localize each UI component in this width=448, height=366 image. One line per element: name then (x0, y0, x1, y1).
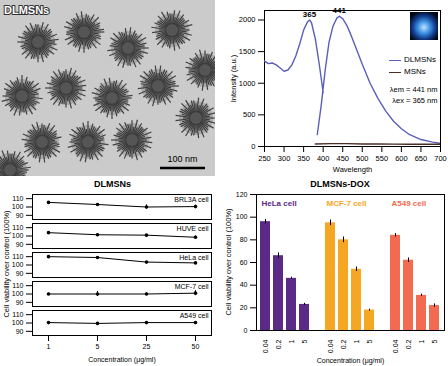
svg-text:110: 110 (12, 224, 23, 231)
svg-text:650: 650 (415, 154, 428, 163)
svg-text:60: 60 (240, 259, 248, 266)
svg-text:441: 441 (333, 6, 347, 15)
svg-text:250: 250 (258, 154, 271, 163)
svg-text:MCF-7 cell: MCF-7 cell (327, 199, 367, 208)
svg-text:1: 1 (418, 339, 425, 343)
svg-text:5: 5 (366, 339, 373, 343)
svg-text:BRL3A cell: BRL3A cell (174, 196, 209, 203)
svg-text:5: 5 (431, 339, 438, 343)
svg-text:500: 500 (356, 154, 369, 163)
svg-text:100: 100 (12, 261, 24, 268)
svg-text:110: 110 (12, 282, 23, 289)
svg-text:A549 cell: A549 cell (180, 312, 209, 319)
svg-text:400: 400 (317, 154, 330, 163)
svg-text:5: 5 (301, 339, 308, 343)
svg-text:λem = 441 nm: λem = 441 nm (390, 85, 438, 94)
svg-text:600: 600 (395, 154, 408, 163)
svg-text:1000: 1000 (239, 79, 256, 88)
svg-text:500: 500 (243, 110, 256, 119)
svg-text:1: 1 (47, 343, 51, 350)
svg-text:90: 90 (16, 328, 24, 335)
svg-text:1: 1 (353, 339, 360, 343)
svg-text:0.2: 0.2 (405, 339, 412, 349)
svg-text:20: 20 (240, 304, 248, 311)
svg-text:350: 350 (297, 154, 310, 163)
svg-text:2000: 2000 (239, 15, 256, 24)
svg-text:110: 110 (12, 311, 23, 318)
svg-text:Concentration (μg/ml): Concentration (μg/ml) (88, 356, 155, 364)
svg-text:90: 90 (16, 299, 24, 306)
svg-text:λex = 365 nm: λex = 365 nm (392, 96, 437, 105)
svg-text:300: 300 (278, 154, 291, 163)
html-text:DLMSNs-DOX: DLMSNs-DOX (310, 179, 370, 189)
svg-text:80: 80 (240, 236, 248, 243)
svg-text:100: 100 (12, 232, 24, 239)
svg-text:50: 50 (192, 343, 200, 350)
svg-text:1: 1 (288, 339, 295, 343)
svg-text:Concentration (μg/ml): Concentration (μg/ml) (317, 357, 384, 365)
svg-text:120: 120 (236, 191, 248, 198)
svg-text:0: 0 (244, 327, 248, 334)
svg-text:100 nm: 100 nm (167, 154, 197, 164)
svg-text:100: 100 (12, 290, 24, 297)
html-text:Cell viability over control (1: Cell viability over control (100%) (1, 210, 11, 318)
svg-text:MCF-7 cell: MCF-7 cell (175, 283, 209, 290)
svg-text:25: 25 (143, 343, 151, 350)
svg-text:1500: 1500 (239, 47, 256, 56)
svg-text:0.04: 0.04 (392, 339, 399, 353)
html-text:DLMSNs: DLMSNs (404, 55, 436, 64)
svg-text:550: 550 (376, 154, 389, 163)
svg-text:0.04: 0.04 (262, 339, 269, 353)
html-text:Cell viability over control (1: Cell viability over control (100%) (223, 208, 233, 316)
svg-text:A549 cell: A549 cell (392, 199, 427, 208)
svg-text:HUVE cell: HUVE cell (177, 225, 209, 232)
svg-text:90: 90 (16, 270, 24, 277)
svg-text:450: 450 (336, 154, 349, 163)
svg-text:0.2: 0.2 (275, 339, 282, 349)
svg-text:110: 110 (12, 195, 23, 202)
svg-text:0: 0 (251, 142, 255, 151)
svg-text:Wavelength: Wavelength (333, 165, 372, 174)
svg-text:40: 40 (240, 281, 248, 288)
svg-text:0.04: 0.04 (327, 339, 334, 353)
svg-text:90: 90 (16, 241, 24, 248)
svg-text:100: 100 (236, 213, 248, 220)
html-text:DLMSNs: DLMSNs (94, 179, 131, 189)
svg-text:365: 365 (303, 10, 317, 19)
svg-text:110: 110 (12, 253, 23, 260)
svg-text:Intensity (a.u.): Intensity (a.u.) (229, 54, 238, 102)
svg-text:100: 100 (12, 319, 24, 326)
svg-text:5: 5 (96, 343, 100, 350)
svg-text:HeLa cell: HeLa cell (262, 199, 297, 208)
svg-text:90: 90 (16, 212, 24, 219)
svg-text:700: 700 (434, 154, 447, 163)
svg-text:HeLa cell: HeLa cell (179, 254, 209, 261)
html-text:MSNs: MSNs (404, 67, 426, 76)
svg-text:0.2: 0.2 (340, 339, 347, 349)
svg-text:DLMSNs: DLMSNs (4, 4, 49, 16)
svg-text:100: 100 (12, 203, 24, 210)
